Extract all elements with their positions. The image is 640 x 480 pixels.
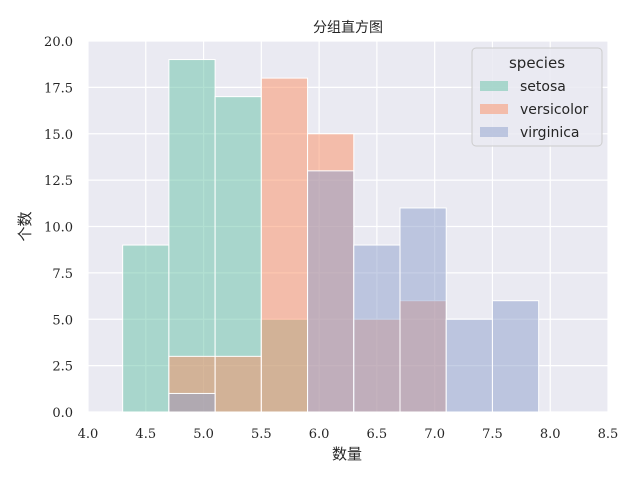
y-tick-label: 12.5	[44, 174, 73, 189]
y-axis-label: 个数	[16, 211, 34, 241]
legend-swatch-setosa	[480, 81, 508, 91]
y-tick-label: 20.0	[44, 35, 73, 50]
x-tick-label: 6.0	[309, 427, 330, 442]
x-tick-label: 5.5	[251, 427, 272, 442]
legend-title: species	[509, 54, 565, 72]
bar-setosa	[122, 244, 170, 413]
y-tick-label: 2.5	[52, 360, 73, 375]
legend-label-virginica: virginica	[520, 125, 580, 141]
bar-virginica	[445, 318, 493, 413]
legend-swatch-versicolor	[480, 104, 508, 114]
legend-box	[471, 47, 603, 147]
y-tick-label: 5.0	[52, 313, 73, 328]
legend-swatch-virginica	[480, 127, 508, 137]
x-tick-label: 4.5	[135, 427, 156, 442]
x-tick-label: 7.5	[482, 427, 503, 442]
x-axis-label: 数量	[332, 445, 362, 463]
y-tick-label: 10.0	[44, 221, 73, 236]
y-tick-label: 0.0	[52, 406, 73, 421]
bar-virginica	[307, 170, 355, 413]
histogram-bars	[122, 59, 540, 413]
legend-label-setosa: setosa	[520, 79, 566, 95]
x-tick-labels: 4.0 4.5 5.0 5.5 6.0 6.5 7.0 7.5 8.0 8.5	[78, 427, 619, 442]
legend: species setosa versicolor virginica	[471, 47, 603, 147]
x-tick-label: 4.0	[78, 427, 99, 442]
bar-virginica	[491, 300, 540, 413]
bar-virginica	[399, 207, 447, 413]
x-tick-label: 5.0	[193, 427, 214, 442]
bar-versicolor	[214, 355, 262, 413]
x-tick-label: 7.0	[424, 427, 445, 442]
legend-label-versicolor: versicolor	[520, 102, 589, 118]
x-tick-label: 8.5	[598, 427, 619, 442]
y-tick-labels: 0.0 2.5 5.0 7.5 10.0 12.5 15.0 17.5 20.0	[44, 35, 73, 421]
bar-virginica	[353, 244, 401, 413]
x-tick-label: 8.0	[540, 427, 561, 442]
bar-versicolor	[260, 77, 309, 413]
y-tick-label: 17.5	[44, 81, 73, 96]
y-tick-label: 15.0	[44, 128, 73, 143]
y-tick-label: 7.5	[52, 267, 73, 282]
chart-title: 分组直方图	[313, 19, 383, 36]
bar-virginica	[168, 392, 216, 413]
x-tick-label: 6.5	[367, 427, 388, 442]
